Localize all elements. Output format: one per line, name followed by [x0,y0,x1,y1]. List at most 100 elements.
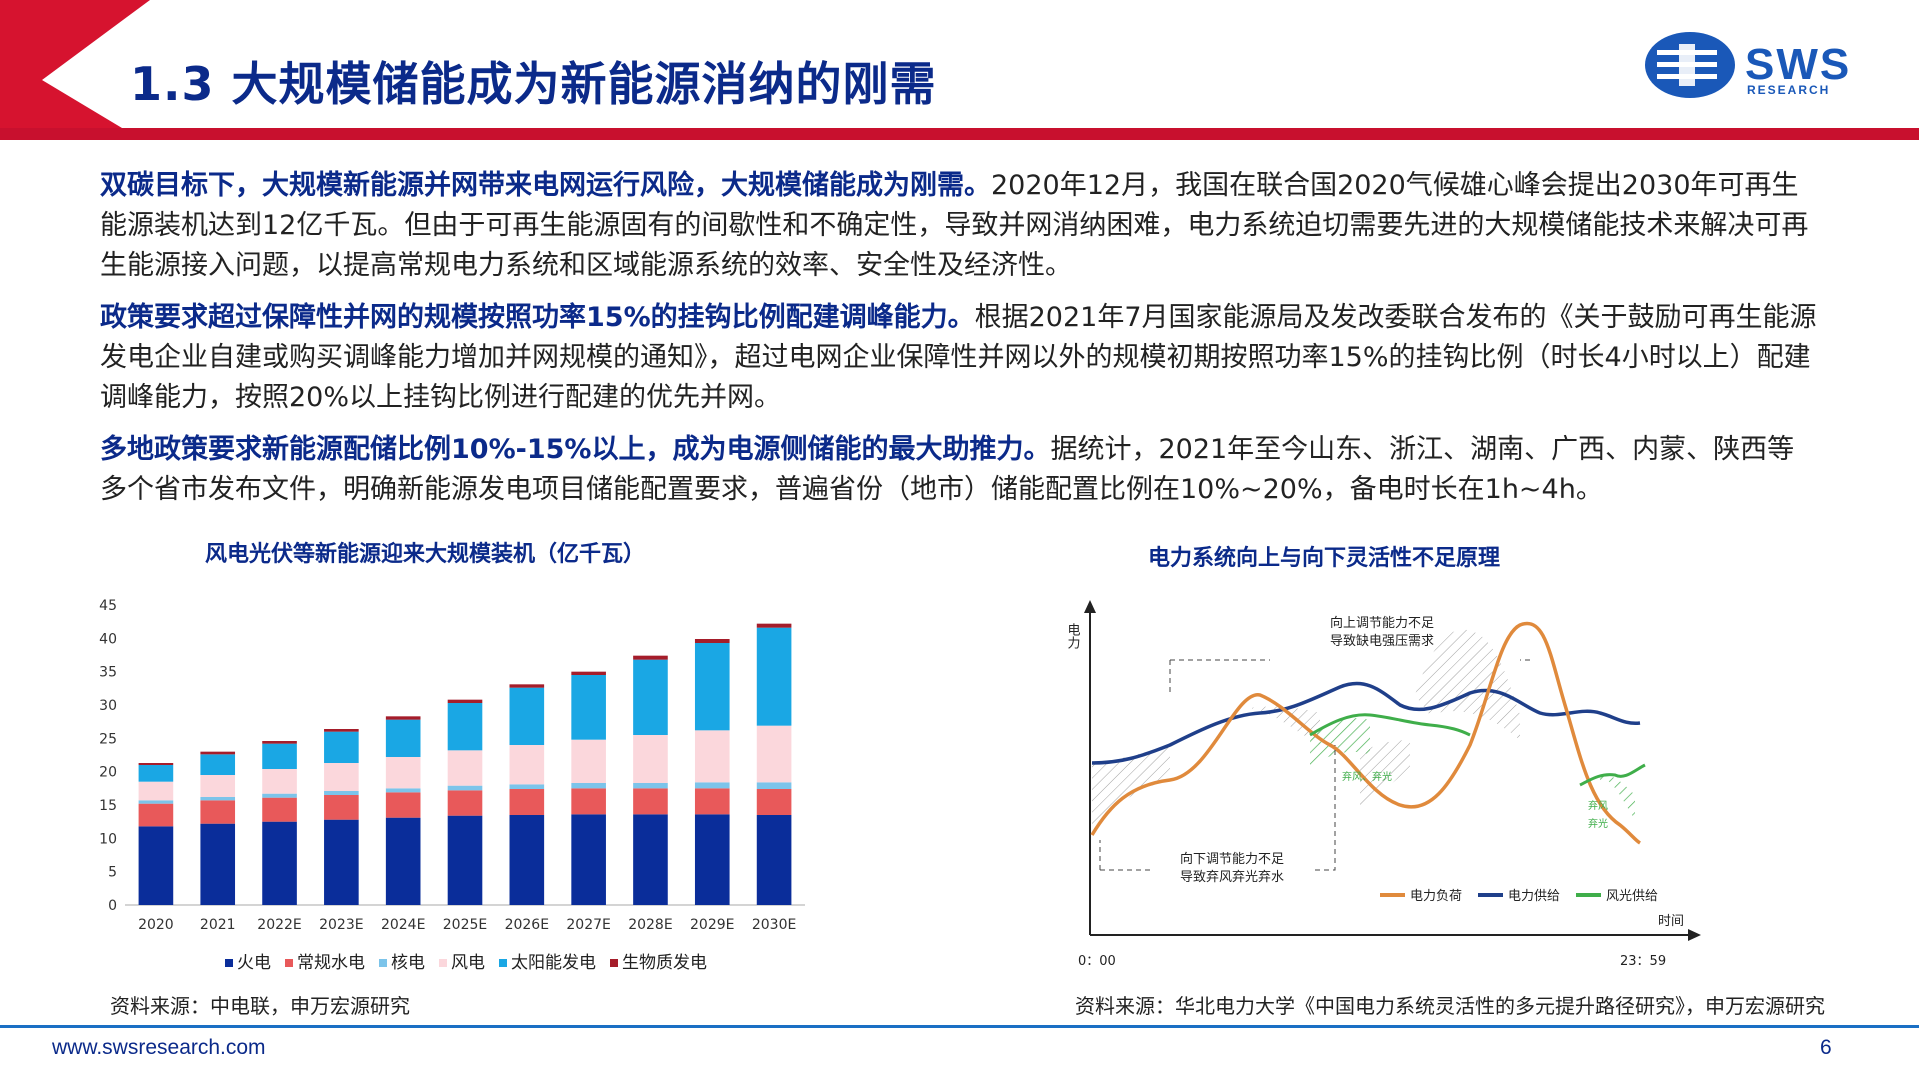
paragraph-body: 据统计，2021年至今山东、浙江、湖南、广西、内蒙、陕西等多个省市发布文件，明确… [100,434,1795,505]
left-chart-source: 资料来源：中电联，申万宏源研究 [110,994,410,1018]
bar-segment [447,699,483,703]
bar-segment [633,655,668,660]
bar-segment [324,763,359,791]
bar-segment [200,754,236,775]
bar-segment [694,788,730,815]
bar-segment [633,735,668,783]
bar-segment [385,817,421,905]
y-tick-label: 5 [108,865,117,881]
x-tick-label: 2020 [138,917,174,933]
bar-segment [571,671,606,675]
legend-swatch [225,959,233,967]
bar-segment [571,814,606,905]
bar-segment [571,675,606,740]
curtail-label-2a: 弃风 [1588,799,1608,812]
bar-segment [509,789,545,815]
bar-segment [200,797,236,801]
bar-segment [138,803,174,827]
bar-segment [385,719,421,757]
legend-swatch [610,959,618,967]
bar-segment [385,792,421,818]
bar-segment [324,731,359,763]
bar-segment [385,757,421,789]
x-tick-label: 2022E [257,917,301,933]
legend-label: 核电 [391,953,425,973]
bar-segment [756,789,792,815]
y-tick-label: 45 [99,598,117,614]
bar-segment [633,814,668,905]
bar-segment [262,741,297,744]
legend-item: 生物质发电 [610,953,707,973]
annotation-up-line2: 导致缺电强压需求 [1330,634,1434,649]
bar-segment [200,823,236,905]
bar-segment [756,725,792,783]
bar-segment [694,814,730,905]
bar-segment [262,821,297,905]
paragraph-3: 多地政策要求新能源配储比例10%-15%以上，成为电源侧储能的最大助推力。据统计… [100,430,1820,510]
legend-swatch [439,959,447,967]
bar-segment [447,815,483,905]
y-tick-label: 20 [99,765,117,781]
legend-item: 核电 [379,953,425,973]
legend-label: 太阳能发电 [511,953,596,973]
x-tick-label: 2027E [566,917,610,933]
y-tick-label: 15 [99,798,117,814]
bar-segment [262,797,297,822]
annotation-down-line1: 向下调节能力不足 [1180,851,1284,867]
bar-segment [571,788,606,815]
bar-segment [694,639,730,643]
x-tick-label: 2026E [505,917,549,933]
page-title: 1.3 大规模储能成为新能源消纳的刚需 [130,57,937,111]
bar-segment [324,791,359,795]
bar-chart-legend: 火电 常规水电 核电 风电 太阳能发电 生物质发电 [225,948,721,973]
footer-divider [0,1025,1919,1028]
x-tick-label: 2025E [443,917,487,933]
paragraph-body: 根据2021年7月国家能源局及发改委联合发布的《关于鼓励可再生能源发电企业自建或… [100,302,1817,413]
bar-segment [633,783,668,789]
page-number: 6 [1820,1036,1832,1059]
paragraph-lead: 双碳目标下，大规模新能源并网带来电网运行风险，大规模储能成为刚需。 [100,170,991,201]
bar-segment [447,785,483,791]
bar-segment [756,627,792,726]
curtail-label-2b: 弃光 [1588,817,1608,830]
legend-item: 风电 [439,953,485,973]
sws-logo-icon [1645,32,1735,98]
annotation-up-line1: 向上调节能力不足 [1330,615,1434,631]
installed-capacity-bar-chart: 0 5 10 15 20 25 30 35 40 45 2020 2021 2022E 2023E 2024… [99,598,805,933]
bar-segment [447,790,483,816]
bar-segment [138,765,174,782]
paragraph-2: 政策要求超过保障性并网的规模按照功率15%的挂钩比例配建调峰能力。根据2021年… [100,298,1820,418]
header-band [0,0,1919,140]
footer-url[interactable]: www.swsresearch.com [52,1036,266,1059]
y-tick-label: 10 [99,831,117,847]
bar-segment [138,800,174,804]
legend-swatch [285,959,293,967]
bar-segment [509,815,545,905]
bar-segment [385,716,421,720]
bar-segment [262,769,297,794]
bar-segment [262,743,297,769]
right-chart-title: 电力系统向上与向下灵活性不足原理 [1148,546,1501,571]
bar-segment [694,730,730,783]
bar-segment [200,751,236,755]
bar-segment [385,788,421,793]
x-tick-label: 2021 [200,917,236,933]
curtail-label-1: 弃风、弃光 [1342,770,1392,783]
legend-item: 火电 [225,953,271,973]
y-tick-label: 0 [108,898,117,914]
bar-segment [262,793,297,798]
bar-segment [509,687,545,745]
x-end-label: 23：59 [1620,954,1666,969]
right-chart-source: 资料来源：华北电力大学《中国电力系统灵活性的多元提升路径研究》，申万宏源研究 [1075,994,1825,1018]
bar-segment [509,784,545,789]
bar-segment [138,763,174,765]
legend-label: 生物质发电 [622,953,707,973]
bar-segment [756,815,792,905]
x-axis-label: 时间 [1658,914,1684,929]
bar-segment [138,781,174,801]
paragraph-1: 双碳目标下，大规模新能源并网带来电网运行风险，大规模储能成为刚需。2020年12… [100,166,1820,286]
bar-segment [571,739,606,783]
bar-segment [633,788,668,815]
y-axis-label: 电力 [1065,623,1081,650]
bar-segment [509,745,545,785]
